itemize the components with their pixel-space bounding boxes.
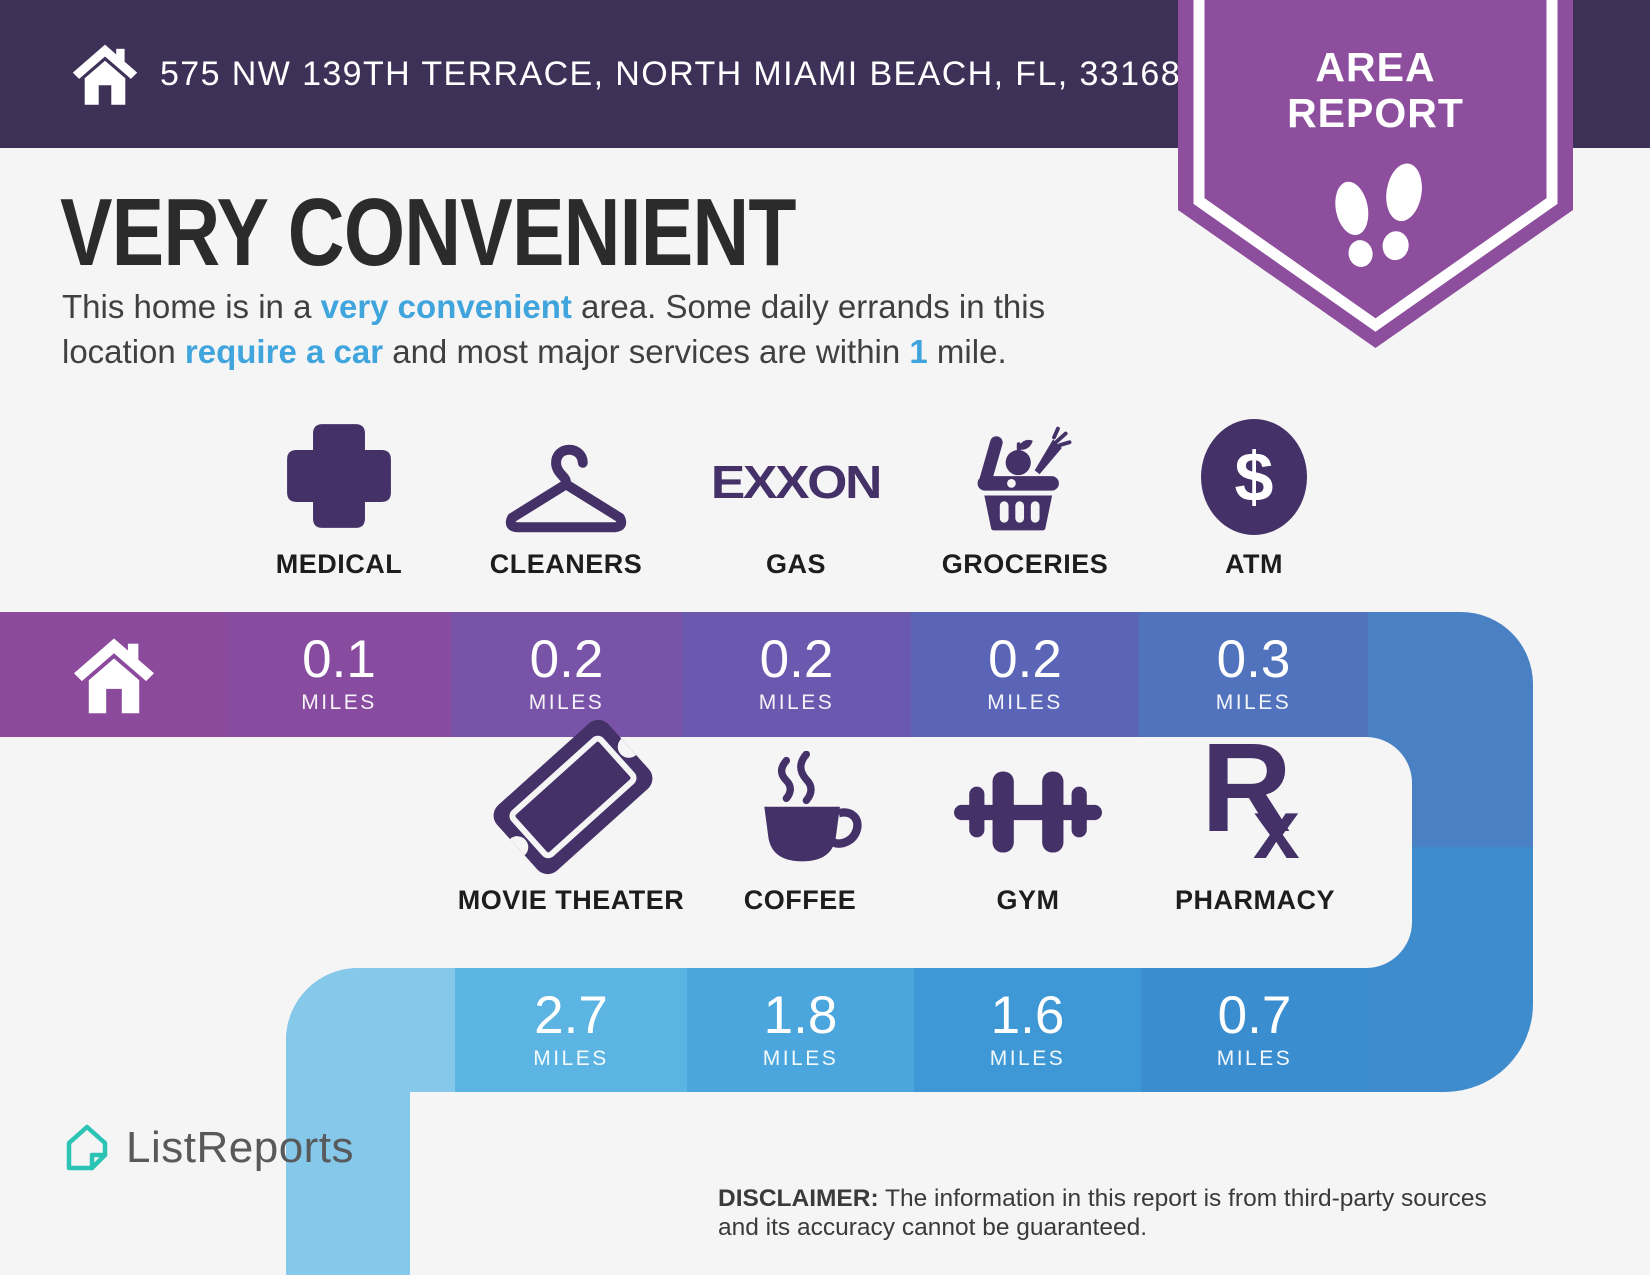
amenity-label: COFFEE: [743, 885, 857, 915]
badge-banner-shape: [1178, 0, 1573, 348]
amenity-atm: $ ATM: [1139, 416, 1369, 580]
intro-paragraph: This home is in a very convenient area. …: [62, 284, 1045, 374]
disclaimer-label: DISCLAIMER:: [718, 1185, 879, 1212]
distance-value: 0.7: [1217, 985, 1292, 1045]
distance-cell-groceries: 0.2 MILES: [911, 612, 1139, 737]
amenity-label: CLEANERS: [489, 549, 643, 579]
intro-text: area. Some daily errands in this: [571, 288, 1046, 325]
distance-unit: MILES: [989, 1046, 1066, 1070]
distance-unit: MILES: [533, 1046, 609, 1070]
intro-text: mile.: [927, 333, 1007, 370]
white-gap-between-bands: [0, 737, 1412, 968]
grocery-basket-icon: [964, 425, 1086, 535]
band1-home-segment: [0, 612, 227, 737]
white-gap-bottom: [410, 1092, 1650, 1275]
dumbbell-icon: [952, 763, 1104, 871]
home-icon: [73, 637, 154, 713]
disclaimer: DISCLAIMER: The information in this repo…: [718, 1184, 1530, 1242]
amenity-label: MOVIE THEATER: [457, 885, 685, 915]
distance-cell-gym: 1.6 MILES: [914, 968, 1141, 1092]
badge-line1: AREA: [1315, 44, 1436, 90]
amenity-label: GROCERIES: [941, 549, 1109, 579]
distance-value: 0.3: [1216, 630, 1291, 689]
rx-letter-r: R: [1201, 717, 1292, 858]
footprints-icon: [1335, 163, 1422, 268]
distance-value: 0.2: [529, 630, 604, 689]
amenity-pharmacy: R x PHARMACY: [1140, 725, 1370, 916]
distance-unit: MILES: [1215, 691, 1292, 714]
amenity-groceries: GROCERIES: [910, 416, 1140, 580]
page-title: VERY CONVENIENT: [60, 179, 797, 286]
intro-text: location: [62, 333, 185, 370]
distance-cell-medical: 0.1 MILES: [227, 612, 451, 737]
coffee-cup-icon: [737, 751, 863, 871]
distance-cell-cleaners: 0.2 MILES: [451, 612, 682, 737]
distance-unit: MILES: [1216, 1046, 1293, 1070]
distance-unit: MILES: [301, 691, 377, 714]
distance-unit: MILES: [987, 691, 1063, 714]
amenity-cleaners: CLEANERS: [451, 416, 681, 580]
amenity-movie-theater: MOVIE THEATER: [456, 714, 686, 916]
listreports-logo: ListReports: [62, 1122, 354, 1174]
hanger-icon: [500, 443, 632, 535]
distance-unit: MILES: [528, 691, 605, 714]
badge-title: AREA REPORT: [1178, 44, 1573, 136]
dollar-circle-icon: $: [1201, 419, 1307, 535]
medical-cross-icon: [280, 417, 398, 535]
rx-icon: R x: [1195, 725, 1315, 876]
distance-value: 1.6: [990, 985, 1065, 1045]
distance-value: 0.2: [759, 630, 834, 689]
distance-unit: MILES: [758, 691, 835, 714]
exxon-logo: EXXON: [711, 455, 882, 535]
band-column-left: [286, 968, 410, 1275]
area-report-badge: AREA REPORT: [1178, 0, 1573, 352]
intro-text: This home is in a: [62, 288, 321, 325]
intro-highlight: very convenient: [320, 288, 572, 325]
home-icon: [72, 44, 138, 105]
distance-value: 2.7: [534, 985, 608, 1045]
listreports-wordmark: ListReports: [126, 1123, 355, 1172]
amenity-label: ATM: [1225, 549, 1283, 579]
distance-cell-pharmacy: 0.7 MILES: [1141, 968, 1368, 1092]
amenity-coffee: COFFEE: [685, 748, 915, 916]
intro-text: and most major services are within: [383, 333, 910, 370]
movie-ticket-icon: [486, 714, 659, 880]
amenity-label: GYM: [996, 885, 1060, 915]
distance-cell-coffee: 1.8 MILES: [687, 968, 914, 1092]
exxon-wordmark: EXXON: [711, 456, 882, 508]
amenity-label: MEDICAL: [275, 549, 403, 579]
intro-highlight: require a car: [184, 333, 384, 370]
distance-value: 0.2: [988, 630, 1062, 689]
distance-cell-gas: 0.2 MILES: [682, 612, 911, 737]
badge-line2: REPORT: [1287, 90, 1464, 136]
distance-unit: MILES: [762, 1046, 839, 1070]
amenity-gym: GYM: [913, 748, 1143, 916]
amenity-label: GAS: [765, 549, 826, 579]
listreports-house-icon: [66, 1124, 108, 1171]
property-address: 575 NW 139TH TERRACE, NORTH MIAMI BEACH,…: [160, 54, 1182, 93]
dollar-sign: $: [1234, 438, 1274, 516]
distance-value: 0.1: [302, 630, 376, 689]
rx-letter-x: x: [1253, 782, 1300, 876]
distance-cell-movie-theater: 2.7 MILES: [455, 968, 687, 1092]
amenity-label: PHARMACY: [1174, 885, 1335, 915]
distance-value: 1.8: [763, 985, 838, 1045]
distance-cell-atm: 0.3 MILES: [1139, 612, 1368, 737]
amenity-medical: MEDICAL: [224, 416, 454, 580]
intro-number: 1: [909, 333, 928, 370]
disclaimer-text: The information in this report is from t…: [718, 1185, 1487, 1241]
amenity-gas: EXXON GAS: [681, 416, 911, 580]
